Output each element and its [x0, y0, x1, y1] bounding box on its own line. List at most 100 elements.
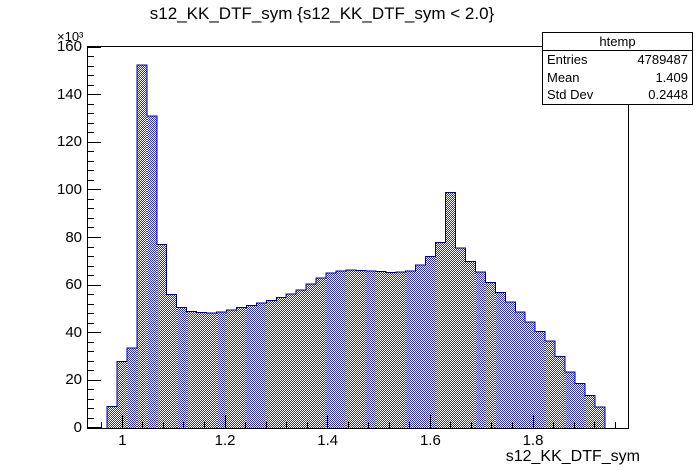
x-minor-tick — [614, 422, 616, 428]
histogram-bar — [545, 341, 556, 428]
histogram-bar — [126, 348, 137, 428]
x-minor-tick — [265, 422, 267, 428]
y-tick-label: 160 — [56, 38, 82, 55]
y-minor-tick — [88, 417, 94, 419]
y-minor-tick — [88, 103, 94, 105]
stats-value: 1.409 — [655, 69, 688, 85]
histogram-bar — [515, 311, 526, 428]
x-minor-tick — [512, 422, 513, 428]
x-major-tick — [429, 415, 431, 428]
y-minor-tick — [88, 217, 94, 219]
x-minor-tick — [142, 422, 144, 428]
histogram-bar — [385, 272, 396, 428]
y-minor-tick — [88, 56, 94, 58]
histogram-bar — [296, 289, 307, 428]
x-minor-tick — [491, 422, 493, 428]
x-minor-tick — [347, 422, 349, 428]
y-major-tick — [88, 427, 101, 428]
y-tick-label: 40 — [65, 323, 82, 341]
x-tick-label: 1.8 — [522, 432, 544, 449]
x-minor-tick — [368, 422, 370, 428]
plot-title: s12_KK_DTF_sym {s12_KK_DTF_sym < 2.0} — [149, 4, 495, 23]
y-minor-tick — [88, 227, 94, 229]
y-minor-tick — [88, 265, 94, 267]
stats-title: htemp — [543, 33, 692, 51]
histogram-bar — [156, 244, 167, 428]
x-minor-tick — [409, 422, 411, 428]
histogram-bar — [405, 270, 416, 428]
stats-box: htemp Entries 4789487 Mean 1.409 Std Dev… — [542, 32, 693, 105]
x-tick-label: 1.4 — [317, 432, 339, 449]
stats-row-entries: Entries 4789487 — [543, 51, 692, 69]
y-minor-tick — [88, 256, 94, 258]
stats-row-mean: Mean 1.409 — [543, 69, 692, 87]
x-major-tick — [532, 415, 534, 428]
x-minor-tick — [162, 422, 164, 428]
histogram-bar — [415, 264, 426, 428]
y-minor-tick — [88, 179, 94, 181]
histogram-bar — [286, 294, 297, 428]
y-tick-label: 20 — [65, 371, 82, 389]
histogram-bar — [565, 372, 576, 428]
histogram-bar — [475, 272, 486, 428]
y-minor-tick — [88, 170, 94, 172]
x-minor-tick — [306, 422, 308, 428]
histogram-bar — [256, 302, 267, 428]
histogram-bar — [495, 292, 506, 428]
histogram-bar — [316, 277, 327, 428]
histogram-bar — [236, 307, 247, 428]
histogram-bar — [435, 242, 446, 428]
y-minor-tick — [88, 84, 94, 86]
histogram-bar — [594, 407, 605, 428]
y-minor-tick — [88, 65, 94, 67]
histogram-bar — [276, 297, 287, 428]
y-minor-tick — [88, 75, 94, 77]
histogram-bar — [166, 294, 177, 428]
stats-value: 0.2448 — [648, 87, 688, 102]
x-minor-tick — [245, 422, 247, 428]
y-minor-tick — [88, 208, 94, 210]
y-major-tick — [88, 284, 101, 286]
stats-row-stddev: Std Dev 0.2448 — [543, 86, 692, 104]
y-tick-label: 60 — [65, 276, 82, 294]
histogram-bar — [106, 406, 117, 428]
histogram-bar — [455, 248, 466, 428]
x-major-tick — [224, 415, 226, 428]
y-minor-tick — [88, 322, 94, 324]
y-minor-tick — [88, 246, 94, 248]
histogram-bar — [116, 361, 127, 428]
stats-label: Std Dev — [547, 87, 594, 102]
y-tick-label: 100 — [56, 180, 82, 198]
x-minor-tick — [204, 422, 206, 428]
histogram-bar — [216, 311, 227, 428]
y-minor-tick — [88, 313, 94, 315]
histogram-bar — [326, 273, 337, 428]
histogram-outline — [106, 64, 606, 428]
histogram-bar — [206, 313, 217, 428]
y-tick-label: 0 — [73, 419, 82, 436]
histogram-bar — [425, 256, 436, 428]
y-minor-tick — [88, 370, 94, 372]
y-major-tick — [88, 94, 101, 96]
y-major-tick — [88, 332, 101, 334]
x-axis-title: s12_KK_DTF_sym — [505, 448, 640, 465]
y-tick-label: 120 — [56, 133, 82, 151]
y-major-tick — [88, 47, 101, 48]
histogram-bar — [136, 64, 147, 428]
histogram-bar — [465, 261, 476, 428]
histogram-bar — [375, 271, 386, 428]
y-minor-tick — [88, 398, 94, 400]
histogram-bar — [196, 312, 207, 428]
histogram-bar — [485, 282, 496, 428]
y-minor-tick — [88, 389, 94, 391]
y-minor-tick — [88, 160, 94, 162]
x-minor-tick — [573, 422, 575, 428]
histogram-bar — [336, 270, 346, 428]
x-major-tick — [121, 415, 123, 428]
y-minor-tick — [88, 113, 94, 115]
y-minor-tick — [88, 303, 94, 305]
y-minor-tick — [88, 408, 94, 410]
x-tick-label: 1 — [118, 432, 127, 449]
x-tick-label: 1.6 — [419, 432, 441, 449]
